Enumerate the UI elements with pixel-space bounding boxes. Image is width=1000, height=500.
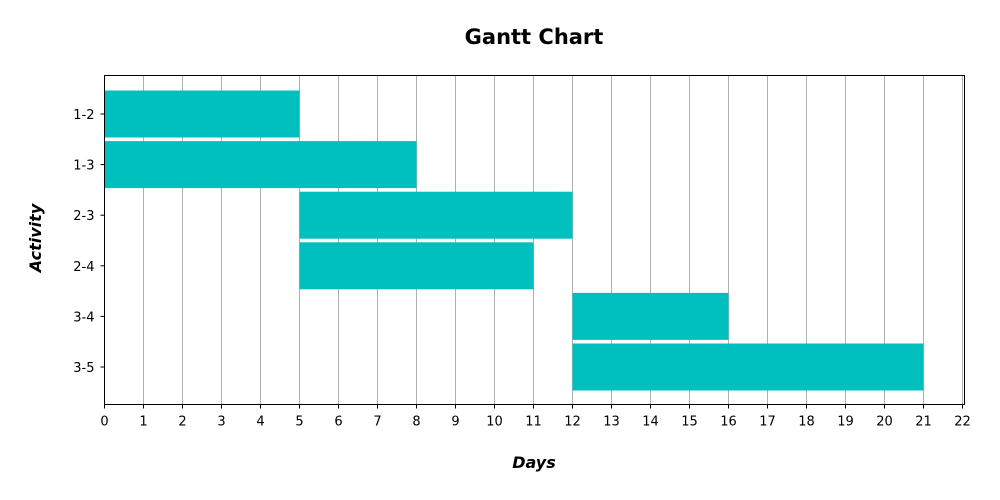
y-tick-label-1-3: 1-3 bbox=[73, 159, 94, 174]
task-bar-2-3 bbox=[299, 191, 573, 239]
x-tick-label-15: 15 bbox=[681, 415, 698, 430]
x-tick-label-6: 6 bbox=[334, 415, 342, 430]
x-tick-label-0: 0 bbox=[100, 415, 108, 430]
x-tick-label-18: 18 bbox=[798, 415, 815, 430]
y-tick-label-1-2: 1-2 bbox=[73, 108, 94, 123]
chart-title: Gantt Chart bbox=[465, 25, 604, 49]
x-tick-label-2: 2 bbox=[178, 415, 186, 430]
y-axis-ticks: 1-2 1-3 2-3 2-4 3-4 3-5 bbox=[73, 108, 105, 376]
y-tick-label-3-4: 3-4 bbox=[73, 310, 94, 325]
x-tick-label-14: 14 bbox=[642, 415, 659, 430]
x-tick-label-5: 5 bbox=[295, 415, 303, 430]
task-bar-1-3 bbox=[104, 141, 417, 189]
task-bar-2-4 bbox=[299, 242, 534, 290]
y-tick-label-2-4: 2-4 bbox=[73, 260, 94, 275]
x-axis-ticks: 0 1 2 3 4 5 6 7 8 9 10 11 12 13 14 15 16 17 18 19 20 21 22 bbox=[100, 404, 971, 430]
x-tick-label-10: 10 bbox=[486, 415, 503, 430]
x-tick-label-21: 21 bbox=[915, 415, 932, 430]
x-tick-label-1: 1 bbox=[139, 415, 147, 430]
task-bar-1-2 bbox=[104, 90, 300, 138]
x-tick-label-11: 11 bbox=[525, 415, 542, 430]
task-bar-3-5 bbox=[572, 343, 924, 391]
x-tick-label-13: 13 bbox=[603, 415, 620, 430]
x-tick-label-16: 16 bbox=[720, 415, 737, 430]
x-tick-label-20: 20 bbox=[876, 415, 893, 430]
y-axis-label: Activity bbox=[26, 203, 45, 274]
task-bars bbox=[104, 90, 924, 391]
x-tick-label-12: 12 bbox=[564, 415, 581, 430]
x-tick-label-17: 17 bbox=[759, 415, 776, 430]
y-tick-label-2-3: 2-3 bbox=[73, 209, 94, 224]
x-axis-label: Days bbox=[512, 453, 556, 472]
task-bar-3-4 bbox=[572, 292, 729, 340]
x-tick-label-4: 4 bbox=[256, 415, 264, 430]
x-tick-label-19: 19 bbox=[837, 415, 854, 430]
x-tick-label-9: 9 bbox=[451, 415, 459, 430]
plot-frame bbox=[104, 75, 965, 405]
x-tick-label-7: 7 bbox=[373, 415, 381, 430]
x-tick-label-3: 3 bbox=[217, 415, 225, 430]
x-tick-label-8: 8 bbox=[412, 415, 420, 430]
x-tick-label-22: 22 bbox=[954, 415, 971, 430]
y-tick-label-3-5: 3-5 bbox=[73, 361, 94, 376]
